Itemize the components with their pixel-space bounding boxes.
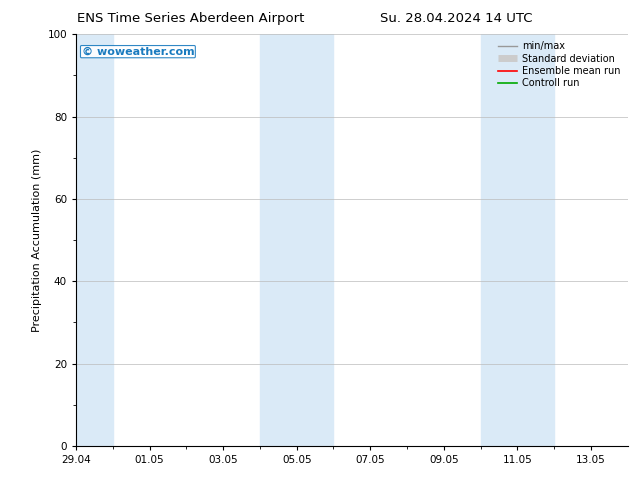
Text: © woweather.com: © woweather.com xyxy=(82,47,194,57)
Bar xyxy=(260,34,333,446)
Bar xyxy=(481,34,554,446)
Text: Su. 28.04.2024 14 UTC: Su. 28.04.2024 14 UTC xyxy=(380,12,533,25)
Legend: min/max, Standard deviation, Ensemble mean run, Controll run: min/max, Standard deviation, Ensemble me… xyxy=(496,39,623,90)
Bar xyxy=(76,34,113,446)
Y-axis label: Precipitation Accumulation (mm): Precipitation Accumulation (mm) xyxy=(32,148,42,332)
Text: ENS Time Series Aberdeen Airport: ENS Time Series Aberdeen Airport xyxy=(77,12,304,25)
